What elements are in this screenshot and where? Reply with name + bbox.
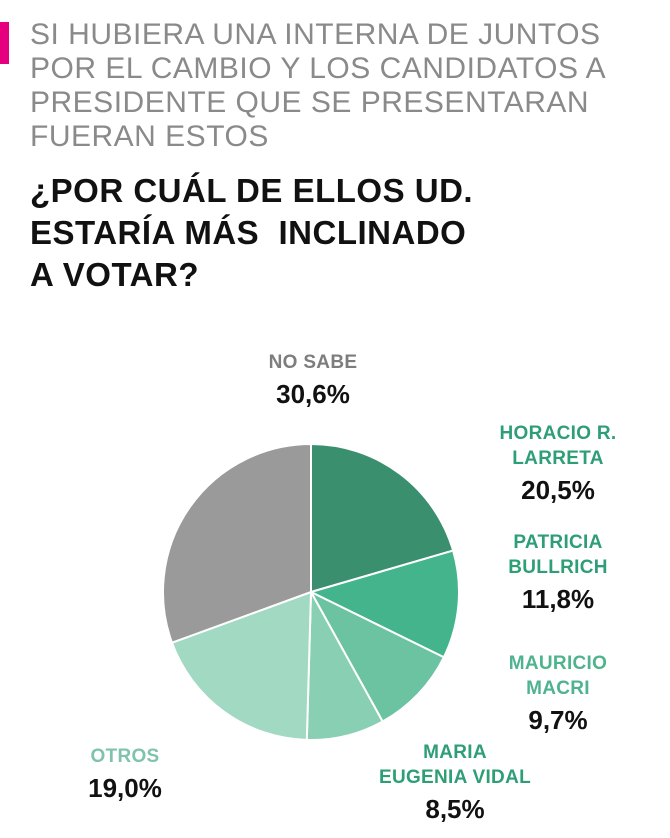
slice-name: MARIA — [423, 742, 487, 763]
slice-name: EUGENIA VIDAL — [378, 767, 532, 788]
legend-label-larreta: HORACIO R. LARRETA 20,5% — [468, 421, 648, 507]
accent-bar — [0, 22, 9, 64]
slice-name: HORACIO R. — [499, 423, 617, 444]
slice-name: LARRETA — [512, 448, 604, 469]
legend-label-vidal: MARIA EUGENIA VIDAL 8,5% — [350, 740, 560, 826]
chart-title: ¿POR CUÁL DE ELLOS UD. ESTARÍA MÁS INCLI… — [30, 170, 660, 296]
legend-label-otros: OTROS 19,0% — [60, 744, 190, 805]
slice-value: 20,5% — [521, 475, 595, 505]
legend-label-macri: MAURICIO MACRI 9,7% — [478, 651, 638, 737]
subtitle-line: PRESIDENTE QUE SE PRESENTARAN — [30, 86, 590, 119]
pie-slice-larreta — [310, 443, 455, 593]
pie-slice-no-sabe — [162, 443, 312, 644]
chart-subtitle: SI HUBIERA UNA INTERNA DE JUNTOS POR EL … — [30, 18, 660, 154]
slice-name: NO SABE — [268, 352, 358, 373]
slice-value: 19,0% — [88, 773, 162, 803]
slice-value: 11,8% — [521, 584, 595, 614]
slice-name: BULLRICH — [508, 557, 608, 578]
slice-value: 9,7% — [528, 705, 588, 735]
title-line: ESTARÍA MÁS INCLINADO — [30, 214, 467, 251]
slice-name: MACRI — [526, 678, 590, 699]
subtitle-line: POR EL CAMBIO Y LOS CANDIDATOS A — [30, 52, 607, 85]
slice-name: MAURICIO — [508, 653, 608, 674]
slice-name: OTROS — [90, 746, 160, 767]
pie-slice-bullrich — [310, 549, 460, 659]
subtitle-line: SI HUBIERA UNA INTERNA DE JUNTOS — [30, 18, 601, 51]
subtitle-line: FUERAN ESTOS — [30, 120, 269, 153]
slice-value: 30,6% — [276, 379, 350, 409]
slice-value: 8,5% — [425, 794, 485, 824]
legend-label-no-sabe: NO SABE 30,6% — [218, 350, 408, 411]
title-line: A VOTAR? — [30, 256, 199, 293]
pie-slice-otros — [170, 591, 312, 741]
slice-name: PATRICIA — [513, 532, 603, 553]
title-line: ¿POR CUÁL DE ELLOS UD. — [30, 172, 474, 209]
legend-label-bullrich: PATRICIA BULLRICH 11,8% — [478, 530, 638, 616]
pie-slice-macri — [310, 591, 445, 723]
